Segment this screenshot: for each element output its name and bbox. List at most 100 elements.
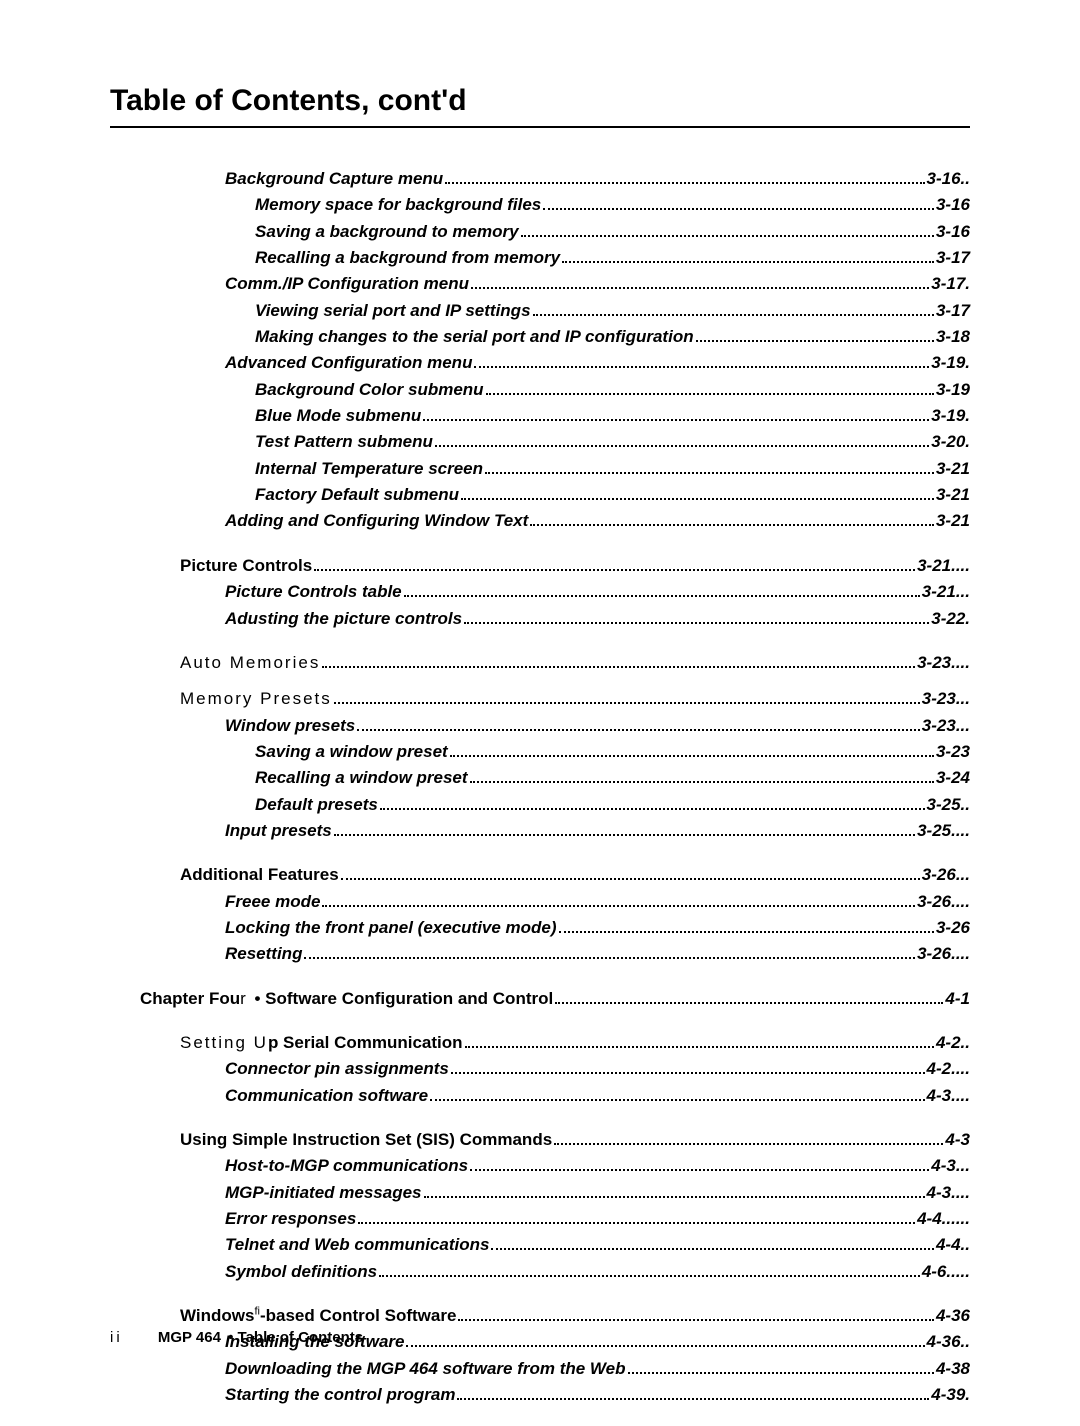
toc-row: Memory space for background files3-16 [110,192,970,218]
toc-row: Comm./IP Configuration menu3-17. [110,271,970,297]
toc-row: Background Color submenu3-19 [110,377,970,403]
toc-leader-dots [435,438,929,447]
toc-label: Making changes to the serial port and IP… [255,324,694,350]
toc-page-number: 4-3 [945,1127,970,1153]
toc-label: Comm./IP Configuration menu [225,271,469,297]
toc-row: Downloading the MGP 464 software from th… [110,1356,970,1382]
toc-block: Windowsfi-based Control Software4-36Inst… [110,1303,970,1408]
toc-leader-dots [530,517,934,526]
toc-leader-dots [451,1065,925,1074]
toc-block: Setting Up Serial Communication4-2..Conn… [110,1030,970,1109]
toc-leader-dots [458,1312,934,1321]
toc-leader-dots [471,280,929,289]
toc-label: Communication software [225,1083,428,1109]
toc-row: Connector pin assignments4-2.... [110,1056,970,1082]
toc-leader-dots [314,561,915,570]
toc-label: Resetting [225,941,302,967]
toc-page-number: 3-16 [936,192,970,218]
toc-row: Locking the front panel (executive mode)… [110,915,970,941]
toc-page-number: 3-22. [931,606,970,632]
toc-label: Background Capture menu [225,166,443,192]
toc-page-number: 4-3.... [927,1180,970,1206]
toc-page-number: 3-26 [936,915,970,941]
toc-leader-dots [470,1162,929,1171]
toc-label: Setting Up Serial Communication [180,1030,463,1056]
toc-leader-dots [491,1241,933,1250]
page: Table of Contents, cont'd Background Cap… [0,0,1080,1408]
toc-row: MGP-initiated messages 4-3.... [110,1180,970,1206]
toc-label: Locking the front panel (executive mode) [225,915,557,941]
footer-page-number: ii [110,1329,123,1346]
toc-leader-dots [423,412,929,421]
toc-page-number: 3-23.... [917,650,970,676]
toc-page-number: 3-21 [936,508,970,534]
toc-page-number: 3-25.... [917,818,970,844]
toc-label: Picture Controls [180,553,312,579]
table-of-contents: Background Capture menu3-16..Memory spac… [110,166,970,1408]
toc-page-number: 3-24 [936,765,970,791]
toc-page-number: 3-19. [931,350,970,376]
toc-label: Input presets [225,818,332,844]
toc-leader-dots [470,774,934,783]
toc-leader-dots [628,1364,934,1373]
toc-row: Using Simple Instruction Set (SIS) Comma… [110,1127,970,1153]
toc-label: Symbol definitions [225,1259,377,1285]
toc-row: Making changes to the serial port and IP… [110,324,970,350]
toc-page-number: 4-4...... [917,1206,970,1232]
toc-leader-dots [461,491,934,500]
toc-page-number: 4-38 [936,1356,970,1382]
footer-separator: • [228,1329,237,1346]
toc-leader-dots [430,1091,924,1100]
toc-page-number: 3-26... [922,862,970,888]
toc-row: Chapter Four • Software Configuration an… [110,986,970,1012]
toc-row: Input presets 3-25.... [110,818,970,844]
toc-label: MGP-initiated messages [225,1180,422,1206]
toc-row: Test Pattern submenu3-20. [110,429,970,455]
toc-label: Default presets [255,792,378,818]
toc-row: Starting the control program 4-39. [110,1382,970,1408]
toc-leader-dots [543,201,934,210]
footer: ii MGP 464 • Table of Contents [110,1329,363,1346]
toc-label: Adding and Configuring Window Text [225,508,528,534]
toc-leader-dots [533,306,934,315]
toc-label: Blue Mode submenu [255,403,421,429]
toc-row: Adusting the picture controls3-22. [110,606,970,632]
toc-block: Additional Features3-26...Freee mode3-26… [110,862,970,967]
toc-row: Communication software4-3.... [110,1083,970,1109]
toc-leader-dots [474,359,929,368]
toc-row: Memory Presets3-23... [110,686,970,712]
toc-page-number: 4-3... [931,1153,970,1179]
toc-leader-dots [521,227,934,236]
toc-row: Factory Default submenu3-21 [110,482,970,508]
toc-leader-dots [457,1391,929,1400]
toc-page-number: 3-17 [936,298,970,324]
toc-label: Background Color submenu [255,377,484,403]
toc-leader-dots [406,1338,924,1347]
toc-page-number: 3-20. [931,429,970,455]
toc-label: Starting the control program [225,1382,455,1408]
toc-page-number: 3-21... [922,579,970,605]
toc-row: Window presets3-23... [110,713,970,739]
toc-row: Symbol definitions4-6..... [110,1259,970,1285]
toc-label: Internal Temperature screen [255,456,483,482]
toc-block: Picture Controls3-21....Picture Controls… [110,553,970,632]
toc-row: Resetting 3-26.... [110,941,970,967]
toc-leader-dots [696,333,934,342]
toc-page-number: 4-39. [931,1382,970,1408]
toc-label: Recalling a window preset [255,765,468,791]
toc-leader-dots [404,588,920,597]
toc-leader-dots [562,254,934,263]
toc-page-number: 3-26.... [917,941,970,967]
toc-row: Additional Features 3-26... [110,862,970,888]
toc-page-number: 3-25.. [927,792,970,818]
footer-section: Table of Contents [238,1329,364,1346]
toc-row: Background Capture menu3-16.. [110,166,970,192]
toc-row: Picture Controls table3-21... [110,579,970,605]
toc-leader-dots [559,924,934,933]
toc-page-number: 3-23 [936,739,970,765]
toc-label: Additional Features [180,862,339,888]
toc-page-number: 3-23... [922,713,970,739]
toc-page-number: 4-4.. [936,1232,970,1258]
toc-block: Auto Memories3-23.... [110,650,970,676]
toc-row: Saving a window preset3-23 [110,739,970,765]
